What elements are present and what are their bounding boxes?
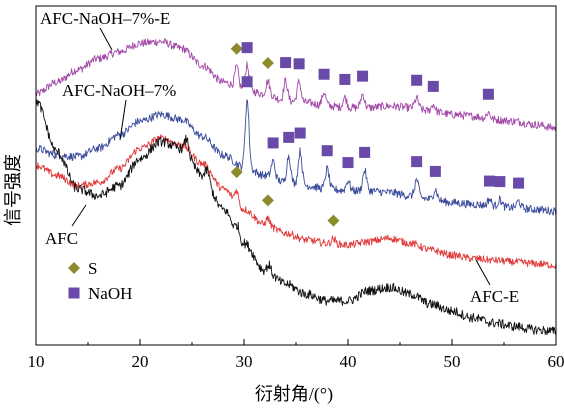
naoh-marker: [321, 145, 333, 157]
naoh-marker: [342, 157, 354, 169]
series-3-line: [35, 96, 557, 336]
series-label-1: AFC-NaOH–7%: [62, 81, 176, 100]
s-marker: [261, 194, 274, 207]
naoh-marker: [513, 177, 525, 189]
naoh-marker: [293, 58, 305, 70]
naoh-marker: [429, 165, 441, 177]
legend-label-0: S: [88, 259, 97, 278]
x-tick-label: 30: [236, 352, 253, 371]
naoh-marker: [357, 70, 369, 82]
naoh-marker: [359, 146, 371, 158]
axis-layer: 10 20 30 40 50 60: [28, 5, 564, 371]
label-layer: AFC-NaOH–7%-E AFC-NaOH–7% AFC-E AFC: [40, 9, 519, 306]
series-2-line: [35, 134, 557, 269]
legend: S NaOH: [68, 259, 132, 303]
x-axis-title: 衍射角/(°): [255, 384, 333, 405]
series-label-leader-1: [119, 99, 127, 141]
x-tick-label: 50: [444, 352, 461, 371]
legend-label-1: NaOH: [88, 284, 132, 303]
naoh-marker: [482, 88, 494, 100]
s-marker: [230, 166, 243, 179]
legend-naoh-icon: [68, 287, 80, 299]
naoh-marker: [411, 74, 423, 86]
series-label-leader-0: [99, 27, 113, 51]
s-marker: [230, 42, 243, 55]
naoh-marker: [283, 131, 295, 143]
naoh-marker: [483, 175, 495, 187]
series-label-3: AFC: [45, 229, 78, 248]
naoh-marker: [494, 176, 506, 188]
series-label-leader-3: [71, 204, 87, 227]
s-marker: [327, 214, 340, 227]
series-label-0: AFC-NaOH–7%-E: [40, 9, 170, 28]
naoh-marker: [267, 137, 279, 149]
x-tick-label: 60: [548, 352, 564, 371]
naoh-marker: [241, 76, 253, 88]
x-tick-label: 10: [28, 352, 45, 371]
y-axis-title: 信号强度: [3, 154, 23, 226]
naoh-marker: [280, 57, 292, 69]
x-tick-label: 20: [132, 352, 149, 371]
naoh-marker: [318, 68, 330, 80]
naoh-marker: [339, 73, 351, 85]
series-layer: [35, 38, 557, 336]
series-label-leader-2: [475, 259, 491, 286]
legend-s-icon: [68, 262, 80, 274]
marker-layer: [230, 42, 525, 227]
series-1-line: [35, 99, 557, 216]
naoh-marker: [427, 80, 439, 92]
s-marker: [261, 56, 274, 69]
naoh-marker: [411, 156, 423, 168]
x-tick-label: 40: [340, 352, 357, 371]
series-0-line: [35, 38, 557, 131]
naoh-marker: [294, 127, 306, 139]
series-label-2: AFC-E: [470, 287, 519, 306]
naoh-marker: [241, 42, 253, 54]
